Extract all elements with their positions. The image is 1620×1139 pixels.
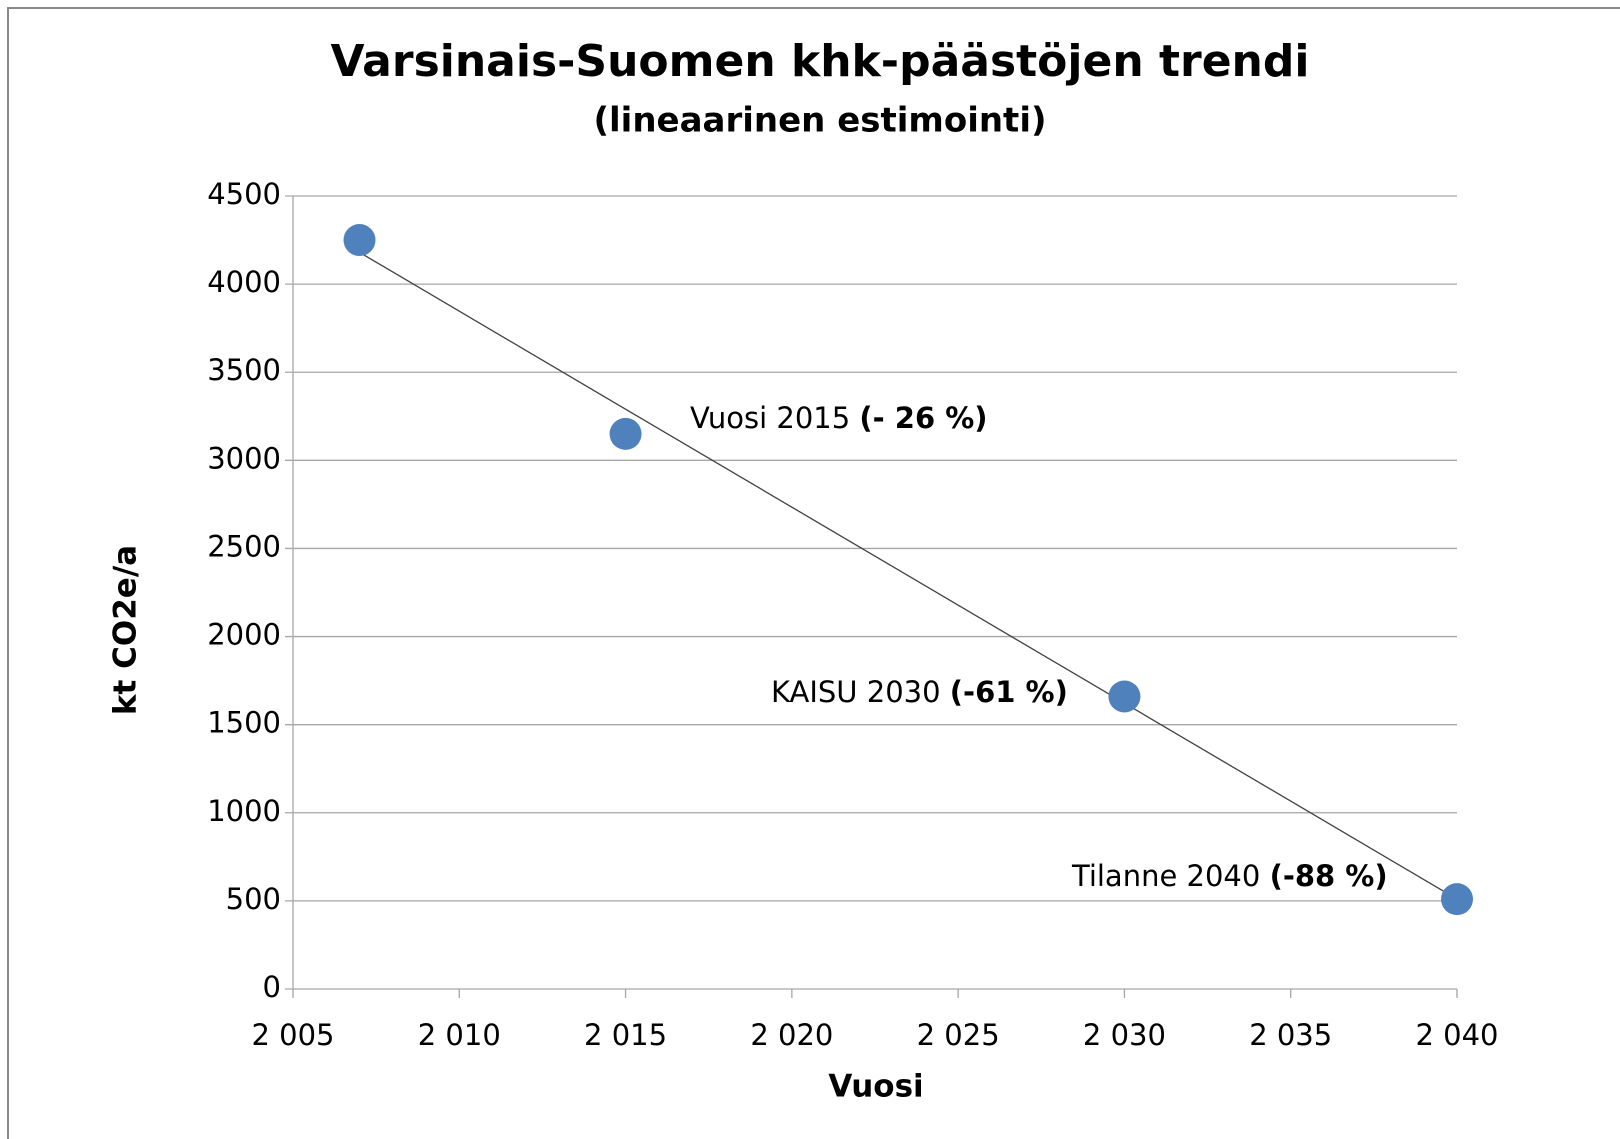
x-tick-label: 2 030: [1083, 1018, 1166, 1052]
chart-subtitle: (lineaarinen estimointi): [593, 101, 1046, 141]
y-tick-label: 3000: [207, 441, 281, 475]
y-tick-label: 2500: [207, 529, 281, 563]
annotation-emphasis: (-88 %): [1270, 859, 1388, 893]
x-tick-label: 2 025: [917, 1018, 1000, 1052]
annotation: KAISU 2030 (-61 %): [771, 675, 1068, 709]
y-tick-label: 1000: [207, 794, 281, 828]
y-tick-label: 0: [263, 970, 281, 1004]
x-tick-label: 2 015: [584, 1018, 667, 1052]
y-tick-label: 1500: [207, 706, 281, 740]
y-tick-label: 4500: [207, 177, 281, 211]
trend-line: [359, 251, 1458, 900]
data-point: [1441, 883, 1473, 916]
x-tick-label: 2 040: [1415, 1018, 1498, 1052]
data-point: [1108, 680, 1141, 713]
x-tick-label: 2 010: [418, 1018, 501, 1052]
x-tick-label: 2 035: [1249, 1018, 1332, 1052]
data-point: [609, 417, 642, 450]
x-tick-label: 2 005: [251, 1018, 334, 1052]
annotation: Tilanne 2040 (-88 %): [1071, 859, 1388, 893]
data-point: [343, 224, 376, 257]
x-tick-label: 2 020: [750, 1018, 833, 1052]
annotation: Vuosi 2015 (- 26 %): [690, 401, 988, 435]
y-tick-label: 500: [226, 882, 281, 916]
x-axis-label: Vuosi: [828, 1069, 923, 1105]
annotation-text: KAISU 2030: [771, 675, 941, 709]
chart-title: Varsinais-Suomen khk-päästöjen trendi: [331, 36, 1310, 87]
y-tick-label: 3500: [207, 353, 281, 387]
y-tick-label: 2000: [207, 618, 281, 652]
y-tick-label: 4000: [207, 265, 281, 299]
annotation-text: Tilanne 2040: [1071, 859, 1260, 893]
chart-frame: [7, 7, 1620, 1139]
annotation-text: Vuosi 2015: [690, 401, 850, 435]
annotation-emphasis: (- 26 %): [859, 401, 987, 435]
y-axis-label: kt CO2e/a: [108, 545, 144, 715]
annotation-emphasis: (-61 %): [950, 675, 1068, 709]
